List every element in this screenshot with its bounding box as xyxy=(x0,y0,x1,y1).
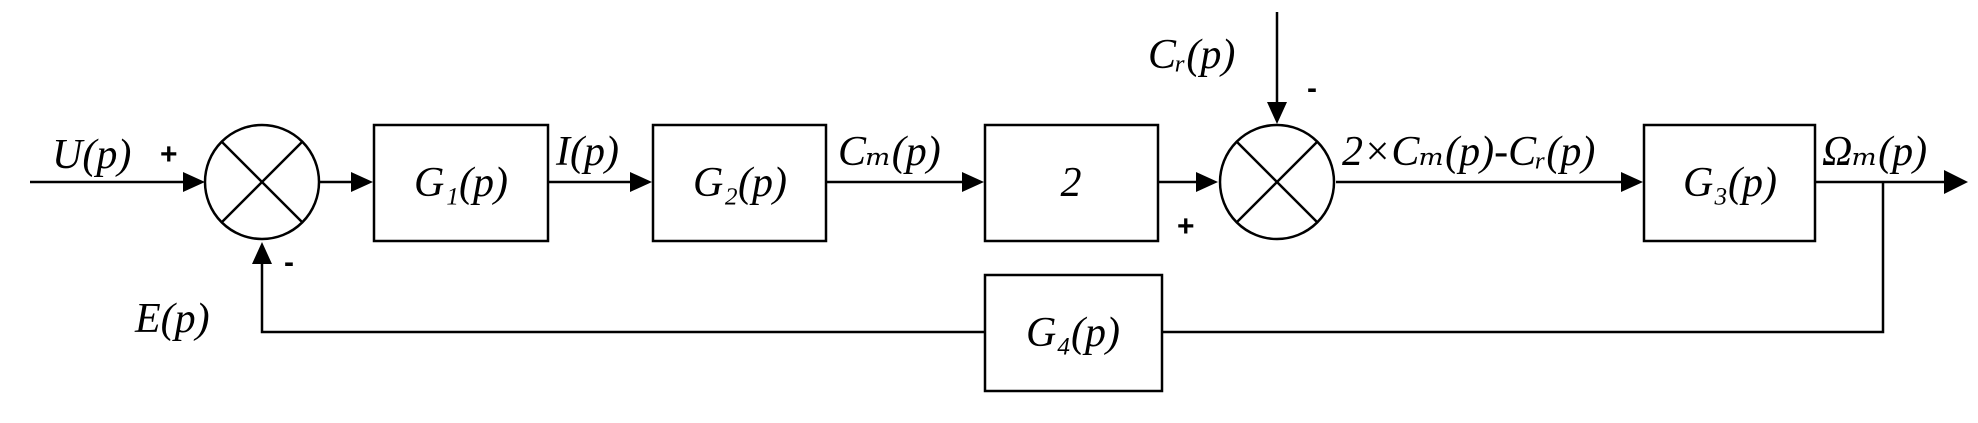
signal-output-label: Ωₘ(p) xyxy=(1822,129,1927,175)
input-arrowhead xyxy=(183,172,205,192)
block-gain xyxy=(983,123,1160,243)
block-gain-label: 2 xyxy=(1061,160,1082,206)
block-g3-label: G₃(p) xyxy=(1683,160,1777,206)
block-g2 xyxy=(651,123,828,243)
sum1-plus-sign: + xyxy=(160,138,178,171)
gain-to-sum2-arrowhead xyxy=(1196,172,1218,192)
summing-junction-2 xyxy=(1218,123,1336,241)
sum2-minus-sign: - xyxy=(1307,72,1317,105)
block-g4 xyxy=(983,273,1164,393)
sum2-to-g3-arrowhead xyxy=(1621,172,1643,192)
block-g1-label: G₁(p) xyxy=(414,160,508,206)
load-torque-arrowhead xyxy=(1267,102,1287,124)
signal-current-label: I(p) xyxy=(555,129,619,175)
output-arrowhead xyxy=(1944,170,1968,194)
signal-input-label: U(p) xyxy=(52,132,131,178)
block-g1 xyxy=(372,123,550,243)
sum1-minus-sign: - xyxy=(284,246,294,279)
signal-load-torque-label: Cᵣ(p) xyxy=(1148,32,1235,78)
block-g3 xyxy=(1642,123,1817,243)
g2-to-gain-arrowhead xyxy=(962,172,984,192)
feedback-wire-right xyxy=(1162,182,1885,334)
signal-motor-torque-label: Cₘ(p) xyxy=(838,129,941,175)
block-g4-label: G₄(p) xyxy=(1026,310,1120,356)
summing-junction-1 xyxy=(203,123,321,241)
block-g2-label: G₂(p) xyxy=(693,160,787,206)
sum1-to-g1-arrowhead xyxy=(351,172,373,192)
feedback-wire-left xyxy=(260,262,985,334)
feedback-arrowhead xyxy=(252,242,272,264)
sum2-plus-sign: + xyxy=(1177,210,1195,243)
signal-error-label: E(p) xyxy=(134,296,210,342)
g1-to-g2-arrowhead xyxy=(630,172,652,192)
signal-net-torque-label: 2×Cₘ(p)-Cᵣ(p) xyxy=(1342,129,1595,175)
